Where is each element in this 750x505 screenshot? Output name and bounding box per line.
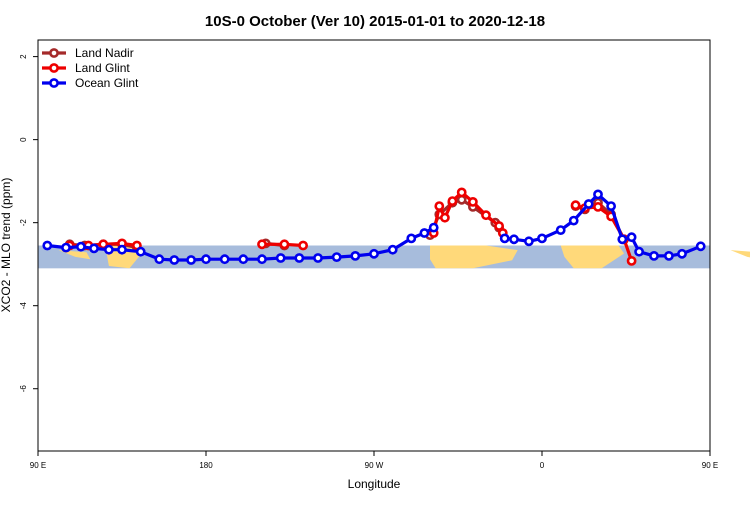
data-point	[300, 242, 307, 249]
data-point	[469, 198, 476, 205]
data-point	[619, 236, 626, 243]
data-point	[678, 250, 685, 257]
legend-marker	[50, 64, 57, 71]
legend-marker	[50, 49, 57, 56]
data-point	[389, 246, 396, 253]
y-tick-label: -6	[19, 385, 28, 393]
data-point	[137, 248, 144, 255]
data-point	[525, 238, 532, 245]
legend-label: Land Glint	[75, 61, 130, 75]
legend-marker	[50, 79, 57, 86]
data-point	[62, 244, 69, 251]
data-point	[557, 227, 564, 234]
chart-title: 10S-0 October (Ver 10) 2015-01-01 to 202…	[205, 13, 545, 30]
land-patch	[731, 250, 750, 259]
data-point	[650, 252, 657, 259]
data-point	[408, 235, 415, 242]
data-point	[430, 224, 437, 231]
data-point	[296, 254, 303, 261]
data-point	[171, 256, 178, 263]
data-point	[156, 256, 163, 263]
x-axis-label: Longitude	[348, 477, 401, 491]
data-point	[333, 254, 340, 261]
x-tick-label: 90 W	[365, 461, 384, 470]
data-point	[441, 214, 448, 221]
data-point	[277, 254, 284, 261]
data-point	[370, 250, 377, 257]
data-point	[221, 256, 228, 263]
x-axis: 90 E 180 90 W 0 90 E	[30, 451, 718, 470]
data-point	[510, 236, 517, 243]
data-point	[628, 234, 635, 241]
data-point	[105, 246, 112, 253]
data-point	[608, 203, 615, 210]
x-tick-label: 90 E	[702, 461, 718, 470]
y-tick-label: -4	[19, 302, 28, 310]
legend-entry: Land Nadir	[42, 46, 134, 60]
data-point	[482, 212, 489, 219]
data-point	[281, 241, 288, 248]
data-point	[570, 217, 577, 224]
data-point	[90, 245, 97, 252]
x-tick-label: 0	[540, 461, 545, 470]
x-tick-label: 90 E	[30, 461, 46, 470]
data-point	[449, 198, 456, 205]
data-point	[240, 256, 247, 263]
y-tick-label: 2	[19, 54, 28, 59]
data-point	[314, 254, 321, 261]
y-tick-label: -2	[19, 219, 28, 227]
legend-entry: Ocean Glint	[42, 76, 139, 90]
legend-label: Ocean Glint	[75, 76, 139, 90]
data-point	[436, 203, 443, 210]
data-point	[77, 243, 84, 250]
legend-entry: Land Glint	[42, 61, 130, 75]
data-point	[594, 203, 601, 210]
series-line	[434, 192, 503, 233]
data-point	[188, 256, 195, 263]
data-point	[352, 252, 359, 259]
data-point	[501, 235, 508, 242]
data-point	[538, 235, 545, 242]
data-point	[636, 248, 643, 255]
data-point	[44, 242, 51, 249]
data-point	[665, 252, 672, 259]
data-point	[258, 241, 265, 248]
data-point	[572, 202, 579, 209]
data-point	[628, 257, 635, 264]
data-point	[421, 229, 428, 236]
data-point	[585, 200, 592, 207]
data-point	[258, 256, 265, 263]
data-point	[118, 246, 125, 253]
data-point	[458, 189, 465, 196]
data-point	[697, 243, 704, 250]
y-tick-label: 0	[19, 137, 28, 142]
x-tick-label: 180	[199, 461, 213, 470]
y-axis: 2 0 -2 -4 -6	[19, 54, 38, 392]
data-point	[594, 191, 601, 198]
y-axis-label: XCO2 - MLO trend (ppm)	[0, 178, 13, 313]
legend-label: Land Nadir	[75, 46, 134, 60]
data-point	[202, 256, 209, 263]
